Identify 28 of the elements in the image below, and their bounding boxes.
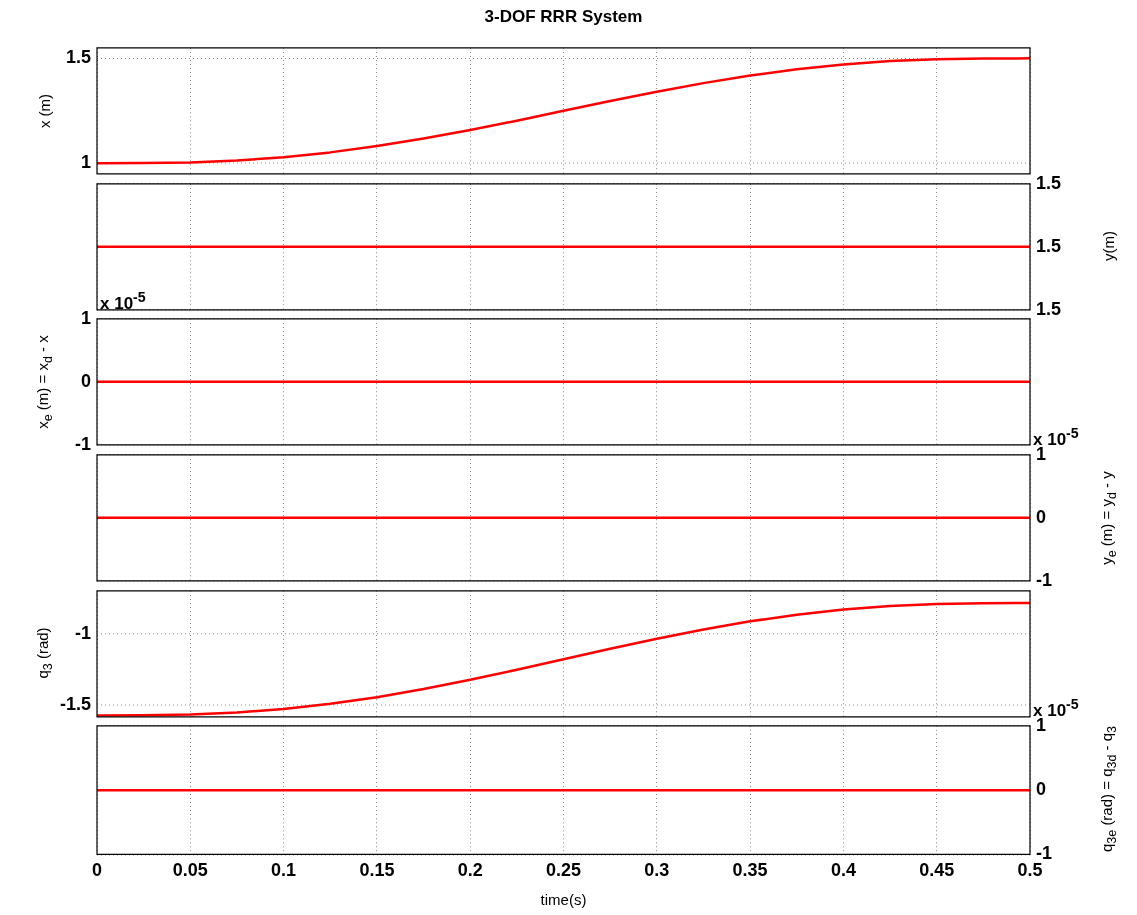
x-tick-label: 0.45: [919, 860, 955, 881]
x-tick-label: 0.05: [172, 860, 208, 881]
y2-axis-title: y(m): [1099, 231, 1117, 262]
y-tick-label: -1: [75, 622, 91, 643]
y2-tick-label: -1: [1036, 569, 1052, 590]
y2-tick-label: 1.5: [1036, 298, 1061, 319]
y-tick-label: -1.5: [60, 693, 91, 714]
y-tick-label: 0: [80, 371, 91, 392]
y2-tick-label: 1.5: [1036, 235, 1061, 256]
chart-title: 3-DOF RRR System: [484, 7, 643, 27]
y-tick-label: 1.5: [66, 47, 91, 68]
y2-tick-label: 0: [1036, 506, 1047, 527]
y2-tick-label: 1: [1036, 715, 1047, 736]
y2-tick-label: 1.5: [1036, 172, 1061, 193]
x-tick-label: 0.2: [457, 860, 483, 881]
y-tick-label: 1: [80, 152, 91, 173]
x-tick-label: 0.4: [830, 860, 856, 881]
x-tick-label: 0.15: [359, 860, 395, 881]
y-tick-label: 1: [80, 308, 91, 329]
y-axis-title: x (m): [35, 93, 53, 128]
x-tick-label: 0.25: [545, 860, 582, 881]
y2-tick-label: 0: [1036, 779, 1047, 800]
x-tick-label: 0.3: [644, 860, 670, 881]
x-axis-title: time(s): [540, 890, 587, 908]
x-tick-label: 0.1: [271, 860, 297, 881]
x-tick-label: 0.35: [732, 860, 768, 881]
y-tick-label: -1: [75, 434, 91, 455]
annotation: x 10$^{-5}$: [100, 289, 146, 314]
